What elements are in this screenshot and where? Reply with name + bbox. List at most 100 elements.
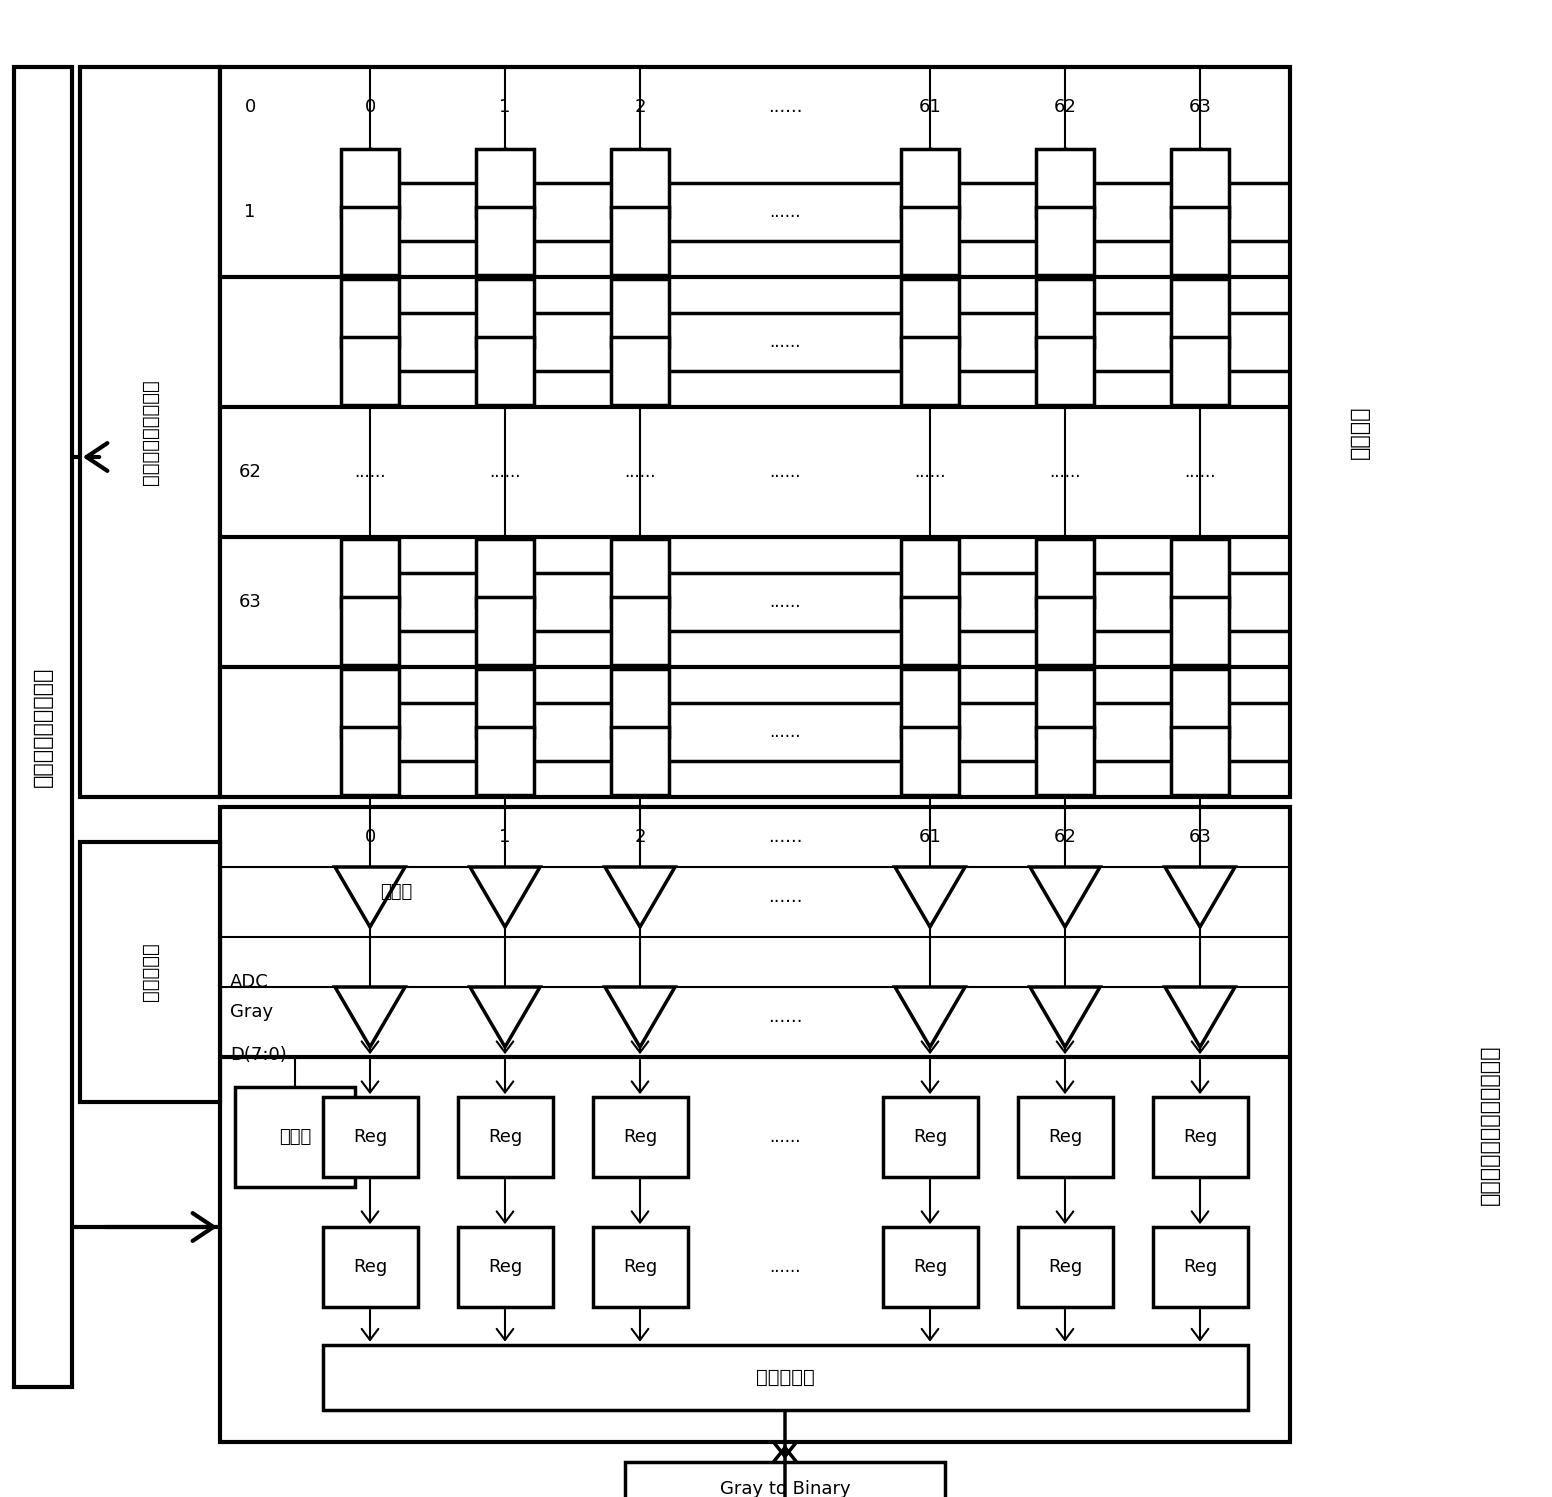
Bar: [1037, 337, 1094, 404]
Text: Reg: Reg: [913, 1257, 947, 1275]
Text: 计数器: 计数器: [279, 1129, 310, 1147]
Bar: [883, 1097, 978, 1177]
Text: ADC: ADC: [230, 973, 268, 991]
Text: Gray: Gray: [230, 1003, 273, 1021]
Bar: [1018, 1228, 1113, 1307]
Bar: [323, 1344, 1248, 1410]
Bar: [458, 1228, 553, 1307]
Text: ......: ......: [770, 1257, 801, 1275]
Text: D(7:0): D(7:0): [230, 1046, 287, 1064]
Text: 1: 1: [500, 97, 511, 115]
Text: ......: ......: [770, 1129, 801, 1147]
Bar: [1153, 1228, 1248, 1307]
Bar: [902, 207, 959, 274]
Text: ......: ......: [914, 463, 945, 481]
Bar: [234, 1087, 355, 1187]
Bar: [593, 1228, 688, 1307]
Text: ......: ......: [768, 1007, 802, 1025]
Text: ......: ......: [624, 463, 656, 481]
Polygon shape: [896, 867, 965, 927]
Text: 63: 63: [1189, 97, 1212, 115]
Bar: [1037, 280, 1094, 347]
Bar: [341, 597, 399, 665]
Bar: [611, 280, 669, 347]
Text: 多路选择器: 多路选择器: [756, 1367, 815, 1386]
Bar: [1172, 669, 1229, 738]
Bar: [611, 669, 669, 738]
Text: Gray to Binary: Gray to Binary: [720, 1481, 850, 1497]
Polygon shape: [335, 867, 405, 927]
Text: 63: 63: [239, 593, 261, 611]
Bar: [476, 337, 534, 404]
Text: 61: 61: [919, 828, 942, 846]
Text: Reg: Reg: [1048, 1129, 1082, 1147]
Polygon shape: [335, 987, 405, 1046]
Polygon shape: [605, 987, 675, 1046]
Text: 0: 0: [244, 97, 256, 115]
Bar: [883, 1228, 978, 1307]
Text: 1: 1: [244, 204, 256, 222]
Bar: [1172, 597, 1229, 665]
Text: Reg: Reg: [622, 1129, 656, 1147]
Bar: [1037, 207, 1094, 274]
Text: 放大器: 放大器: [380, 883, 413, 901]
Bar: [611, 337, 669, 404]
Bar: [81, 841, 220, 1102]
Bar: [323, 1097, 417, 1177]
Bar: [1037, 597, 1094, 665]
Text: 1: 1: [500, 828, 511, 846]
Bar: [902, 669, 959, 738]
Bar: [220, 807, 1290, 1442]
Text: Reg: Reg: [1183, 1129, 1217, 1147]
Polygon shape: [1166, 867, 1235, 927]
Bar: [476, 726, 534, 795]
Bar: [1172, 726, 1229, 795]
Bar: [341, 539, 399, 608]
Bar: [14, 67, 71, 1388]
Text: Reg: Reg: [622, 1257, 656, 1275]
Bar: [1172, 539, 1229, 608]
Bar: [476, 207, 534, 274]
Bar: [341, 207, 399, 274]
Bar: [611, 539, 669, 608]
Text: Reg: Reg: [913, 1129, 947, 1147]
Bar: [1037, 150, 1094, 217]
Bar: [1172, 150, 1229, 217]
Text: ......: ......: [1049, 463, 1080, 481]
Bar: [341, 337, 399, 404]
Bar: [902, 150, 959, 217]
Text: Reg: Reg: [1048, 1257, 1082, 1275]
Text: Reg: Reg: [1183, 1257, 1217, 1275]
Text: ......: ......: [770, 332, 801, 350]
Bar: [323, 1228, 417, 1307]
Text: Reg: Reg: [352, 1257, 386, 1275]
Text: ......: ......: [770, 463, 801, 481]
Bar: [476, 150, 534, 217]
Text: ......: ......: [489, 463, 521, 481]
Bar: [1153, 1097, 1248, 1177]
Bar: [341, 669, 399, 738]
Bar: [1037, 726, 1094, 795]
Bar: [476, 669, 534, 738]
Text: ......: ......: [768, 888, 802, 906]
Text: ......: ......: [770, 723, 801, 741]
Bar: [341, 726, 399, 795]
Text: 63: 63: [1189, 828, 1212, 846]
Bar: [611, 207, 669, 274]
Text: ......: ......: [354, 463, 386, 481]
Text: 0: 0: [365, 97, 376, 115]
Text: ......: ......: [768, 97, 802, 115]
Text: 斜坡产生器: 斜坡产生器: [141, 943, 160, 1001]
Polygon shape: [896, 987, 965, 1046]
Bar: [1037, 539, 1094, 608]
Bar: [611, 726, 669, 795]
Text: 行选择器、行驱动器: 行选择器、行驱动器: [141, 379, 160, 485]
Text: ......: ......: [768, 828, 802, 846]
Bar: [1018, 1097, 1113, 1177]
Polygon shape: [1166, 987, 1235, 1046]
Bar: [476, 280, 534, 347]
Bar: [220, 67, 1290, 796]
Polygon shape: [1031, 987, 1100, 1046]
Text: 2: 2: [635, 97, 646, 115]
Text: Reg: Reg: [487, 1129, 521, 1147]
